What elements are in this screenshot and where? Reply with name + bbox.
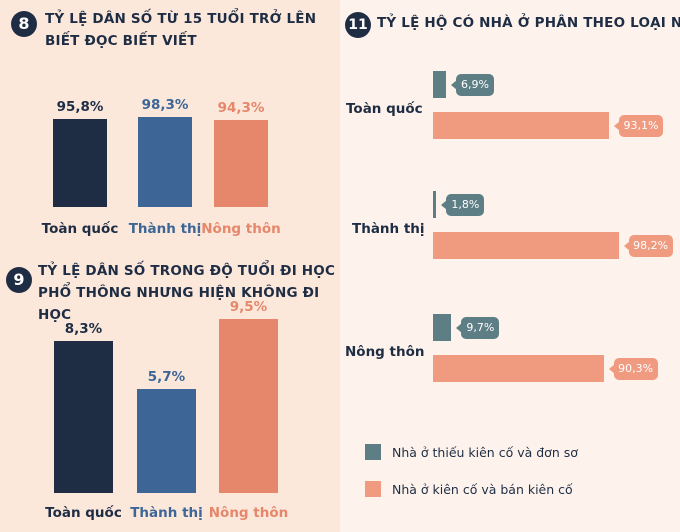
chart11-value-label-0-0: 6,9% — [451, 74, 495, 96]
chart11-value-label-2-1: 90,3% — [608, 358, 658, 380]
section-9-title-line1: TỶ LỆ DÂN SỐ TRONG ĐỘ TUỔI ĐI HỌC — [38, 263, 336, 279]
legend-label-1: Nhà ở kiên cố và bán kiên cố — [392, 482, 573, 497]
chart9-value-label-1: 5,7% — [147, 368, 186, 385]
chart11-bar-2-1 — [433, 355, 604, 382]
chart9-category-label-1: Thành thị — [130, 505, 203, 521]
chart11-category-label-2: Nông thôn — [345, 344, 425, 360]
chart11-bar-1-0 — [433, 191, 437, 218]
section-11-number-badge: 11 — [345, 12, 371, 38]
chart9-bar-2 — [219, 319, 278, 493]
right-panel: 11 TỶ LỆ HỘ CÓ NHÀ Ở PHÂN THEO LOẠI NHÀ … — [340, 0, 680, 532]
section-11-title: TỶ LỆ HỘ CÓ NHÀ Ở PHÂN THEO LOẠI NHÀ — [377, 15, 680, 31]
chart8-bar-1 — [138, 116, 192, 207]
legend-swatch-1 — [365, 481, 381, 497]
legend-label-0: Nhà ở thiếu kiên cố và đơn sơ — [392, 445, 578, 460]
chart9-bar-0 — [54, 340, 113, 493]
chart8-category-label-1: Thành thị — [128, 221, 202, 237]
chart11-value-label-2-0: 9,7% — [456, 317, 500, 339]
chart8-bar-0 — [53, 118, 107, 207]
chart11-value-label-1-1: 98,2% — [623, 235, 673, 257]
section-8-title: TỶ LỆ DÂN SỐ TỪ 15 TUỔI TRỞ LÊN BIẾT ĐỌC… — [45, 8, 316, 52]
chart9-category-label-0: Toàn quốc — [45, 505, 122, 521]
chart8-value-label-0: 95,8% — [56, 98, 104, 115]
chart9-bar-1 — [137, 388, 196, 493]
chart8-bar-2 — [214, 120, 268, 207]
section-9-title: TỶ LỆ DÂN SỐ TRONG ĐỘ TUỔI ĐI HỌC PHỔ TH… — [38, 260, 340, 326]
section-9-number-badge: 9 — [6, 267, 32, 293]
left-panel: 8 TỶ LỆ DÂN SỐ TỪ 15 TUỔI TRỞ LÊN BIẾT Đ… — [0, 0, 340, 532]
chart11-category-label-0: Toàn quốc — [346, 101, 423, 117]
section-8-title-line1: TỶ LỆ DÂN SỐ TỪ 15 TUỔI TRỞ LÊN — [45, 11, 317, 27]
chart11-bar-0-0 — [433, 71, 447, 98]
section-8-number-badge: 8 — [11, 11, 37, 37]
section-8-title-line2: BIẾT ĐỌC BIẾT VIẾT — [45, 33, 197, 49]
chart8-value-label-2: 94,3% — [217, 100, 265, 117]
chart9-value-label-2: 9,5% — [229, 299, 268, 315]
chart8-category-label-0: Toàn quốc — [41, 221, 119, 237]
legend-swatch-0 — [365, 444, 381, 460]
chart9-category-label-2: Nông thôn — [208, 505, 289, 521]
chart8-category-label-2: Nông thôn — [201, 221, 281, 237]
chart11-value-label-1-0: 1,8% — [441, 194, 485, 216]
chart11-bar-2-0 — [433, 314, 452, 341]
chart8-value-label-1: 98,3% — [141, 96, 189, 113]
chart11-bar-1-1 — [433, 232, 619, 259]
chart9-value-label-0: 8,3% — [64, 320, 103, 337]
chart11-value-label-0-1: 93,1% — [613, 115, 663, 137]
chart11-category-label-1: Thành thị — [352, 221, 425, 237]
chart11-bar-0-1 — [433, 112, 609, 139]
section-9-title-line2: PHỔ THÔNG NHƯNG HIỆN KHÔNG ĐI HỌC — [38, 285, 320, 323]
